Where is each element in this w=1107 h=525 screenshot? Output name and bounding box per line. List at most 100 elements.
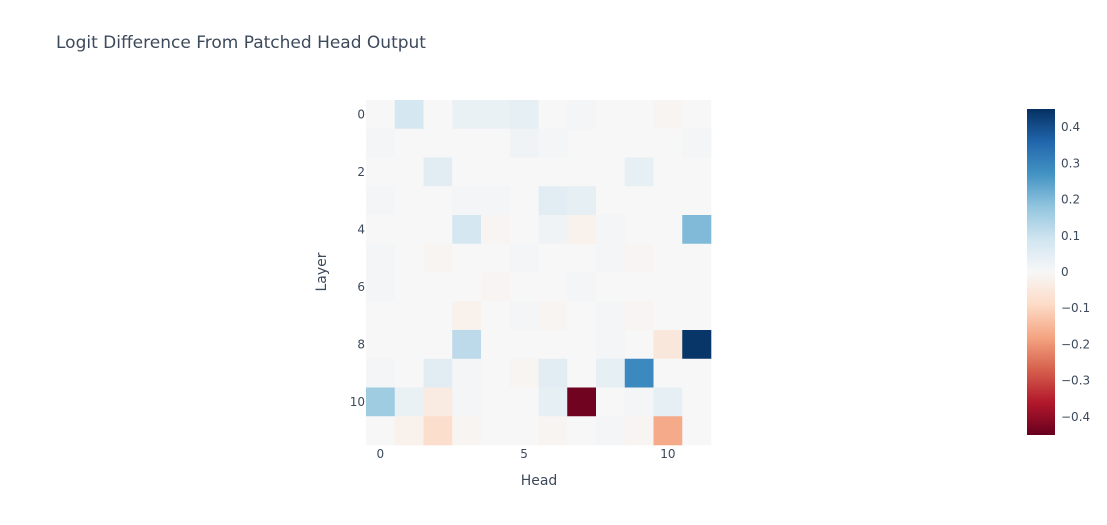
heatmap-cell-layer3-head6[interactable]: [538, 186, 568, 216]
heatmap-cell-layer10-head6[interactable]: [538, 387, 568, 417]
heatmap-cell-layer10-head7[interactable]: [567, 387, 597, 417]
heatmap-cell-layer3-head11[interactable]: [682, 186, 712, 216]
heatmap-cell-layer2-head7[interactable]: [567, 157, 597, 187]
heatmap-cell-layer2-head4[interactable]: [481, 157, 511, 187]
heatmap-cell-layer3-head4[interactable]: [481, 186, 511, 216]
heatmap-cell-layer2-head11[interactable]: [682, 157, 712, 187]
heatmap-cell-layer10-head9[interactable]: [624, 387, 654, 417]
heatmap-cell-layer0-head4[interactable]: [481, 100, 511, 130]
heatmap-cell-layer6-head10[interactable]: [653, 272, 683, 302]
heatmap-cell-layer5-head10[interactable]: [653, 243, 683, 273]
heatmap-cell-layer8-head1[interactable]: [394, 330, 424, 360]
heatmap-cell-layer7-head6[interactable]: [538, 301, 568, 331]
heatmap-cell-layer6-head6[interactable]: [538, 272, 568, 302]
heatmap-cell-layer10-head4[interactable]: [481, 387, 511, 417]
heatmap-cell-layer8-head8[interactable]: [596, 330, 626, 360]
heatmap-cell-layer11-head5[interactable]: [509, 416, 539, 446]
heatmap-cell-layer8-head11[interactable]: [682, 330, 712, 360]
heatmap-cell-layer0-head6[interactable]: [538, 100, 568, 130]
heatmap-cell-layer7-head11[interactable]: [682, 301, 712, 331]
heatmap-cell-layer11-head4[interactable]: [481, 416, 511, 446]
heatmap-cell-layer9-head9[interactable]: [624, 358, 654, 388]
heatmap-cell-layer5-head9[interactable]: [624, 243, 654, 273]
heatmap-cell-layer2-head3[interactable]: [452, 157, 482, 187]
heatmap-cell-layer8-head4[interactable]: [481, 330, 511, 360]
heatmap-cell-layer1-head0[interactable]: [366, 128, 396, 158]
heatmap-cell-layer1-head4[interactable]: [481, 128, 511, 158]
heatmap-cell-layer0-head5[interactable]: [509, 100, 539, 130]
heatmap-cell-layer1-head1[interactable]: [394, 128, 424, 158]
heatmap-cell-layer10-head2[interactable]: [423, 387, 453, 417]
heatmap-cell-layer9-head3[interactable]: [452, 358, 482, 388]
heatmap-cell-layer11-head1[interactable]: [394, 416, 424, 446]
heatmap-cell-layer3-head9[interactable]: [624, 186, 654, 216]
heatmap-cell-layer11-head10[interactable]: [653, 416, 683, 446]
heatmap-cell-layer0-head7[interactable]: [567, 100, 597, 130]
heatmap-cell-layer7-head0[interactable]: [366, 301, 396, 331]
heatmap-cell-layer9-head2[interactable]: [423, 358, 453, 388]
heatmap-cell-layer4-head1[interactable]: [394, 215, 424, 245]
heatmap-cell-layer4-head8[interactable]: [596, 215, 626, 245]
heatmap-cell-layer3-head2[interactable]: [423, 186, 453, 216]
heatmap-cell-layer5-head3[interactable]: [452, 243, 482, 273]
heatmap-cell-layer9-head4[interactable]: [481, 358, 511, 388]
heatmap-cell-layer1-head2[interactable]: [423, 128, 453, 158]
heatmap-cell-layer7-head7[interactable]: [567, 301, 597, 331]
heatmap-cell-layer7-head5[interactable]: [509, 301, 539, 331]
heatmap-cell-layer0-head1[interactable]: [394, 100, 424, 130]
heatmap-cell-layer4-head9[interactable]: [624, 215, 654, 245]
heatmap-cell-layer9-head6[interactable]: [538, 358, 568, 388]
heatmap-cell-layer3-head0[interactable]: [366, 186, 396, 216]
heatmap-cell-layer6-head2[interactable]: [423, 272, 453, 302]
heatmap-cell-layer1-head6[interactable]: [538, 128, 568, 158]
heatmap-cell-layer4-head6[interactable]: [538, 215, 568, 245]
heatmap-cell-layer1-head9[interactable]: [624, 128, 654, 158]
heatmap-cell-layer0-head11[interactable]: [682, 100, 712, 130]
heatmap-cell-layer5-head6[interactable]: [538, 243, 568, 273]
heatmap-cell-layer11-head9[interactable]: [624, 416, 654, 446]
heatmap-cell-layer2-head10[interactable]: [653, 157, 683, 187]
heatmap-cell-layer11-head0[interactable]: [366, 416, 396, 446]
heatmap-cell-layer8-head6[interactable]: [538, 330, 568, 360]
heatmap-cell-layer5-head5[interactable]: [509, 243, 539, 273]
heatmap-cell-layer3-head10[interactable]: [653, 186, 683, 216]
heatmap-cell-layer11-head2[interactable]: [423, 416, 453, 446]
heatmap-cell-layer11-head6[interactable]: [538, 416, 568, 446]
heatmap-cell-layer2-head1[interactable]: [394, 157, 424, 187]
heatmap-cell-layer1-head10[interactable]: [653, 128, 683, 158]
heatmap-cell-layer9-head11[interactable]: [682, 358, 712, 388]
heatmap-cell-layer0-head10[interactable]: [653, 100, 683, 130]
heatmap-cell-layer6-head4[interactable]: [481, 272, 511, 302]
heatmap-cell-layer10-head3[interactable]: [452, 387, 482, 417]
heatmap-cell-layer4-head2[interactable]: [423, 215, 453, 245]
heatmap-cell-layer2-head9[interactable]: [624, 157, 654, 187]
heatmap-cell-layer10-head10[interactable]: [653, 387, 683, 417]
heatmap-cell-layer8-head9[interactable]: [624, 330, 654, 360]
heatmap-cell-layer3-head8[interactable]: [596, 186, 626, 216]
heatmap-cell-layer11-head3[interactable]: [452, 416, 482, 446]
heatmap-cell-layer8-head10[interactable]: [653, 330, 683, 360]
heatmap-cell-layer3-head7[interactable]: [567, 186, 597, 216]
heatmap-cell-layer10-head1[interactable]: [394, 387, 424, 417]
heatmap-cell-layer7-head9[interactable]: [624, 301, 654, 331]
heatmap-cell-layer7-head10[interactable]: [653, 301, 683, 331]
heatmap-cell-layer0-head9[interactable]: [624, 100, 654, 130]
heatmap-cell-layer0-head0[interactable]: [366, 100, 396, 130]
heatmap-cell-layer7-head1[interactable]: [394, 301, 424, 331]
heatmap-cell-layer9-head0[interactable]: [366, 358, 396, 388]
heatmap-cell-layer9-head7[interactable]: [567, 358, 597, 388]
heatmap-cell-layer6-head9[interactable]: [624, 272, 654, 302]
heatmap-cell-layer11-head11[interactable]: [682, 416, 712, 446]
heatmap-cell-layer0-head8[interactable]: [596, 100, 626, 130]
heatmap-cell-layer9-head10[interactable]: [653, 358, 683, 388]
heatmap-cell-layer10-head11[interactable]: [682, 387, 712, 417]
heatmap-cell-layer1-head3[interactable]: [452, 128, 482, 158]
heatmap-cell-layer8-head3[interactable]: [452, 330, 482, 360]
heatmap-cell-layer8-head2[interactable]: [423, 330, 453, 360]
heatmap-cell-layer1-head7[interactable]: [567, 128, 597, 158]
heatmap-cell-layer6-head1[interactable]: [394, 272, 424, 302]
heatmap-cell-layer2-head5[interactable]: [509, 157, 539, 187]
heatmap-cell-layer1-head8[interactable]: [596, 128, 626, 158]
heatmap-cell-layer4-head5[interactable]: [509, 215, 539, 245]
heatmap-cell-layer2-head6[interactable]: [538, 157, 568, 187]
